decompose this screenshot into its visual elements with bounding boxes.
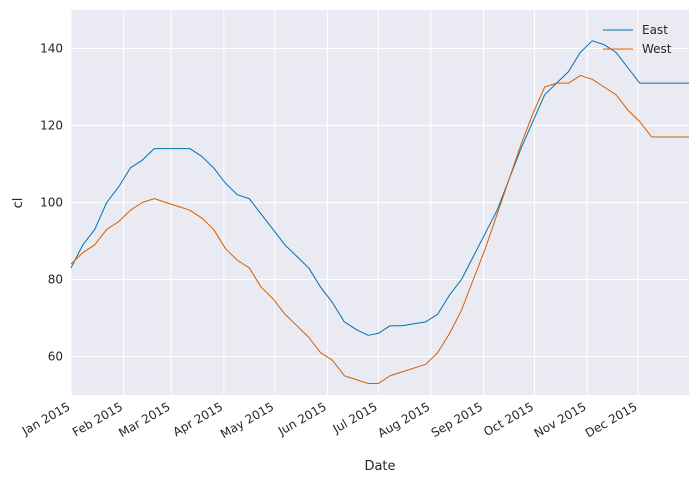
series-line-east	[70, 40, 689, 336]
x-axis-label: Date	[364, 459, 395, 474]
legend: East West	[603, 23, 672, 56]
x-tick-label: Sep 2015	[429, 399, 485, 440]
x-tick-label: Oct 2015	[481, 399, 536, 439]
x-tick-label: Jul 2015	[330, 399, 380, 436]
y-tick-label: 80	[48, 273, 63, 287]
y-axis-label: cl	[11, 198, 26, 209]
x-tick-label: Jun 2015	[275, 399, 329, 438]
x-tick-label: Aug 2015	[375, 399, 432, 440]
x-tick-label: Feb 2015	[70, 399, 125, 439]
series-line-west	[70, 74, 689, 384]
x-tick-label: May 2015	[218, 399, 276, 441]
y-tick-label: 100	[40, 196, 63, 210]
y-axis-ticks: 60 80 100 120 140	[40, 42, 63, 364]
x-tick-label: Jan 2015	[19, 399, 73, 438]
y-tick-label: 60	[48, 350, 63, 364]
x-tick-label: Mar 2015	[116, 399, 172, 440]
x-tick-label: Nov 2015	[532, 399, 589, 440]
gridlines	[70, 10, 689, 395]
legend-label-east: East	[642, 23, 668, 37]
legend-label-west: West	[642, 42, 672, 56]
y-tick-label: 140	[40, 42, 63, 56]
y-tick-label: 120	[40, 119, 63, 133]
series-lines	[70, 40, 689, 384]
x-tick-label: Dec 2015	[583, 399, 640, 440]
x-tick-label: Apr 2015	[171, 399, 226, 439]
